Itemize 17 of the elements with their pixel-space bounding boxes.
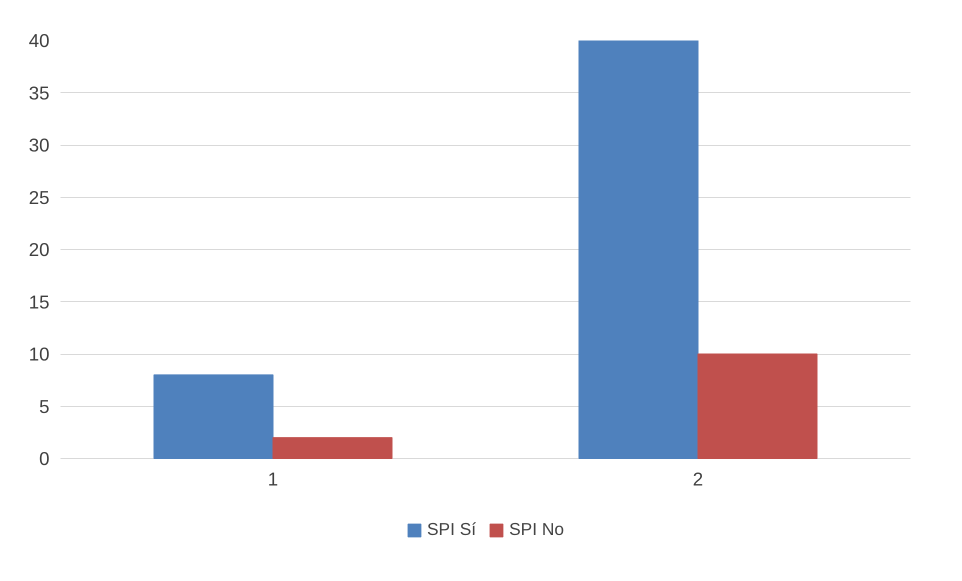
bar	[154, 374, 274, 460]
y-tick-label: 10	[28, 344, 50, 365]
legend-label: SPI Sí	[426, 519, 476, 540]
y-tick-label: 35	[28, 82, 50, 104]
y-tick-label: 40	[28, 30, 50, 51]
y-tick-label: 5	[39, 396, 50, 417]
x-tick-label: 1	[268, 468, 278, 490]
y-tick-label: 30	[28, 134, 50, 156]
y-tick-label: 25	[28, 186, 50, 208]
y-tick-label: 20	[28, 239, 50, 260]
bar	[698, 354, 818, 460]
legend-label: SPI No	[509, 519, 564, 540]
y-tick-label: 0	[39, 448, 50, 470]
bar	[272, 437, 392, 460]
y-tick-label: 15	[28, 291, 50, 312]
x-tick-label: 2	[692, 468, 704, 490]
bar	[578, 40, 698, 460]
